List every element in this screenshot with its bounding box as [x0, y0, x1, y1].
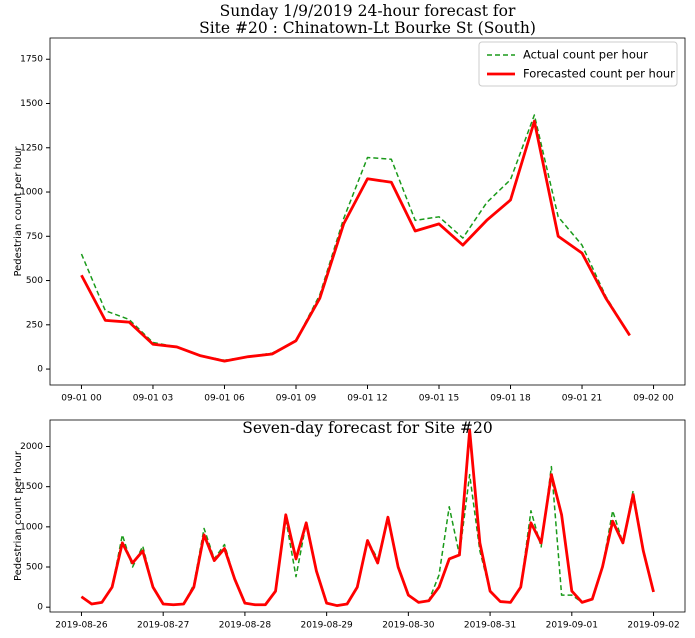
y-tick-label: 1500 — [20, 99, 43, 109]
x-tick-label: 09-01 06 — [204, 394, 245, 404]
series-line — [81, 465, 655, 607]
x-tick-label: 09-01 12 — [347, 394, 387, 404]
series-line — [80, 429, 655, 607]
x-tick-label: 2019-08-27 — [137, 621, 189, 631]
y-tick-label: 0 — [37, 365, 43, 375]
x-tick-label: 09-01 18 — [490, 394, 531, 404]
y-axis-label: Pedestrian count per hour — [13, 450, 24, 581]
y-tick-label: 0 — [37, 603, 43, 613]
y-tick-label: 1500 — [20, 482, 43, 492]
x-tick-label: 2019-08-31 — [464, 621, 516, 631]
y-tick-label: 1000 — [20, 188, 43, 198]
x-tick-label: 09-01 21 — [562, 394, 602, 404]
chart-title: Sunday 1/9/2019 24-hour forecast for — [220, 2, 516, 20]
y-tick-label: 250 — [26, 320, 43, 330]
y-tick-label: 1250 — [20, 143, 43, 153]
x-tick-label: 09-01 09 — [276, 394, 317, 404]
plot-frame — [49, 37, 686, 386]
x-tick-label: 2019-08-30 — [382, 621, 435, 631]
legend-box — [478, 41, 678, 87]
y-axis-label: Pedestrian count per hour — [13, 146, 24, 277]
series-line — [80, 119, 631, 363]
x-tick-label: 09-02 00 — [633, 394, 674, 404]
x-tick-label: 2019-08-28 — [219, 621, 272, 631]
x-tick-label: 2019-08-26 — [55, 621, 108, 631]
y-tick-label: 500 — [26, 563, 43, 573]
y-tick-label: 750 — [26, 232, 43, 242]
legend-label: Forecasted count per hour — [523, 67, 675, 81]
x-tick-label: 09-01 03 — [133, 394, 173, 404]
series-line — [80, 114, 631, 361]
x-tick-label: 2019-08-29 — [300, 621, 353, 631]
chart-title: Site #20 : Chinatown-Lt Bourke St (South… — [199, 19, 536, 37]
y-tick-label: 1750 — [20, 55, 43, 65]
x-tick-label: 09-01 00 — [61, 394, 102, 404]
x-tick-label: 09-01 15 — [419, 394, 459, 404]
legend-label: Actual count per hour — [523, 48, 648, 62]
x-tick-label: 2019-09-01 — [546, 621, 598, 631]
y-tick-label: 1000 — [20, 522, 43, 532]
x-tick-label: 2019-09-02 — [627, 621, 679, 631]
y-tick-label: 500 — [26, 276, 43, 286]
y-tick-label: 2000 — [20, 442, 43, 452]
chart-title: Seven-day forecast for Site #20 — [242, 419, 493, 437]
plot-frame — [49, 419, 686, 613]
